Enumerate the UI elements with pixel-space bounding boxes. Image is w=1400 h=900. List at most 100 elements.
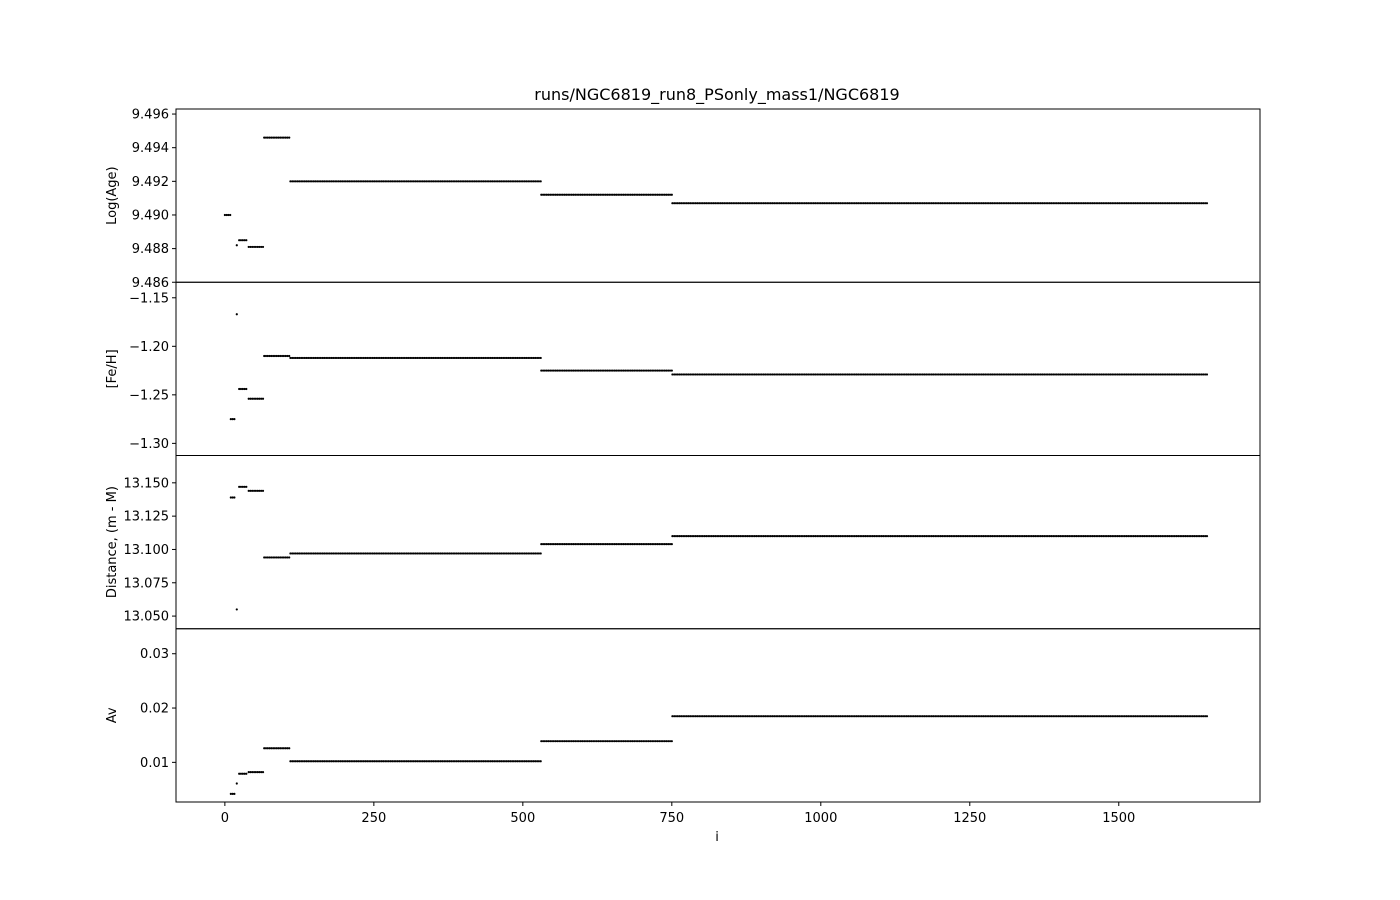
data-point <box>982 202 985 205</box>
data-point <box>1003 202 1007 205</box>
data-point <box>1078 535 1082 538</box>
data-point <box>568 740 572 743</box>
data-point <box>853 715 856 718</box>
data-point <box>600 543 604 546</box>
data-point <box>264 136 268 139</box>
data-point <box>357 180 360 183</box>
data-point <box>485 180 489 183</box>
data-point <box>943 373 946 376</box>
data-point <box>817 373 821 376</box>
data-point <box>584 740 588 743</box>
data-point <box>398 552 401 555</box>
data-point <box>844 202 847 205</box>
data-point <box>744 535 747 538</box>
data-point <box>989 715 992 718</box>
data-point <box>1091 373 1094 376</box>
data-point <box>385 552 389 555</box>
data-point <box>680 715 683 718</box>
data-point <box>1021 535 1024 538</box>
data-point <box>1027 202 1030 205</box>
data-point <box>310 356 313 360</box>
data-point <box>912 202 915 205</box>
data-point <box>570 369 573 372</box>
data-point <box>862 373 865 376</box>
data-point <box>962 535 965 538</box>
data-point <box>678 373 681 376</box>
data-point <box>316 760 319 763</box>
data-point <box>955 535 958 538</box>
data-point <box>1062 535 1066 538</box>
data-point <box>1204 202 1207 205</box>
data-point <box>567 543 570 546</box>
data-point <box>810 715 813 718</box>
data-point <box>735 373 738 376</box>
data-point <box>1159 535 1162 538</box>
y-tick-label: 13.075 <box>124 576 170 591</box>
data-point <box>334 180 337 183</box>
data-point <box>1154 373 1157 376</box>
data-point <box>1050 715 1053 718</box>
data-point <box>1053 373 1057 376</box>
data-point <box>245 239 248 242</box>
data-point <box>1066 202 1069 205</box>
data-point <box>319 356 322 360</box>
data-point <box>1043 373 1046 376</box>
data-point <box>1055 535 1058 538</box>
data-point <box>819 202 822 205</box>
data-point <box>261 397 265 400</box>
data-point <box>300 760 303 763</box>
data-point <box>344 180 347 183</box>
data-point <box>369 552 372 555</box>
data-point <box>1109 202 1112 205</box>
data-point <box>771 202 774 205</box>
data-point <box>480 356 483 360</box>
data-point <box>773 535 776 538</box>
data-point <box>556 369 559 372</box>
data-point <box>1187 715 1191 718</box>
data-point <box>733 535 737 538</box>
data-point <box>730 535 733 538</box>
data-point <box>622 543 625 546</box>
data-point <box>726 373 729 376</box>
data-point <box>977 715 980 718</box>
data-point <box>484 552 487 555</box>
data-point <box>673 715 676 718</box>
data-point <box>1102 715 1105 718</box>
data-point <box>532 760 535 763</box>
data-point <box>599 543 602 546</box>
data-point <box>966 715 969 718</box>
data-point <box>1037 535 1041 538</box>
data-point <box>567 193 570 196</box>
data-point <box>286 747 289 750</box>
data-point <box>543 543 546 546</box>
data-point <box>405 356 408 360</box>
data-point <box>314 180 317 183</box>
data-point <box>789 202 792 205</box>
data-point <box>984 715 987 718</box>
data-point <box>1130 715 1133 718</box>
data-point <box>577 193 580 196</box>
data-point <box>360 180 364 183</box>
data-point <box>251 245 254 249</box>
data-point <box>485 356 489 360</box>
data-point <box>348 356 351 360</box>
data-point <box>457 552 460 555</box>
data-point <box>366 180 369 183</box>
x-tick-label: 1250 <box>953 811 986 826</box>
data-point <box>405 180 408 183</box>
data-point <box>401 356 405 360</box>
data-point <box>959 202 962 205</box>
data-point <box>980 715 983 718</box>
data-point <box>330 760 333 763</box>
data-point <box>676 373 679 376</box>
data-point <box>737 202 740 205</box>
data-point <box>319 552 322 555</box>
data-point <box>307 356 310 360</box>
data-point <box>536 760 539 763</box>
data-point <box>926 202 930 205</box>
data-point <box>796 373 799 376</box>
data-point <box>378 552 381 555</box>
data-point <box>1155 715 1158 718</box>
data-point <box>243 387 246 391</box>
data-point <box>694 373 697 376</box>
